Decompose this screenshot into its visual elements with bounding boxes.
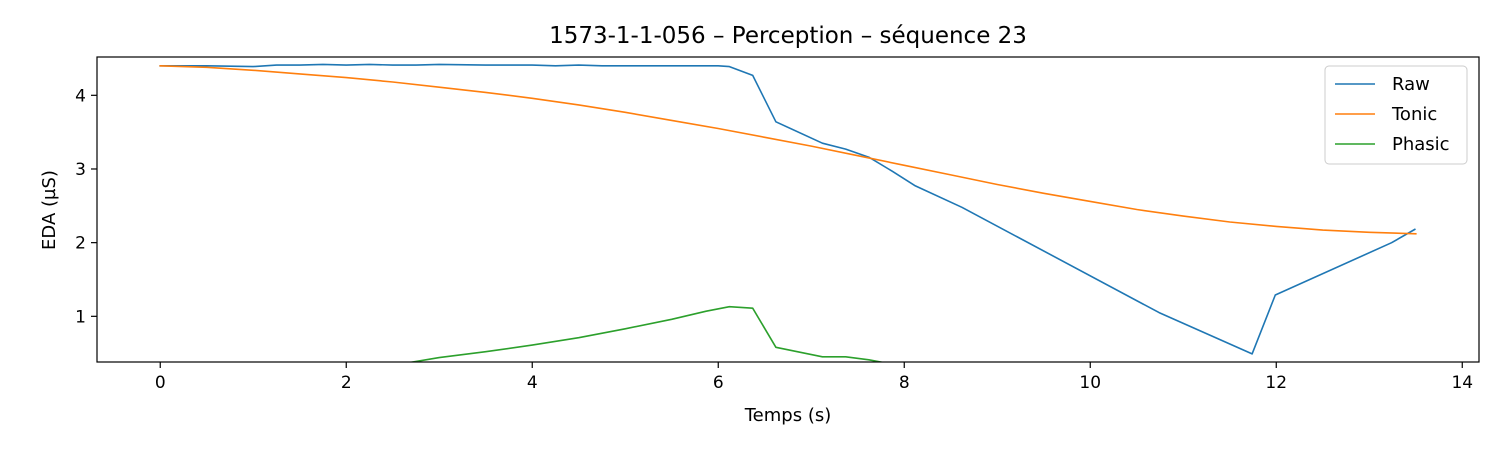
x-tick-label: 4 (527, 373, 538, 393)
x-tick-label: 10 (1079, 373, 1101, 393)
x-tick-label: 0 (155, 373, 166, 393)
y-axis-label: EDA (µS) (39, 170, 60, 250)
series-line-tonic (159, 64, 1417, 235)
y-tick-label: 2 (75, 234, 86, 254)
x-tick-label: 6 (713, 373, 724, 393)
series-line-raw (159, 63, 1416, 355)
legend-label-raw: Raw (1392, 74, 1430, 95)
x-axis-label: Temps (s) (744, 405, 832, 426)
y-tick-label: 3 (75, 160, 86, 180)
legend: Raw Tonic Phasic (1324, 65, 1468, 165)
y-tick-label: 4 (75, 86, 86, 106)
y-axis: 1 2 3 4 (75, 86, 97, 327)
x-axis: 0 2 4 6 8 10 12 14 (155, 362, 1473, 393)
x-tick-label: 12 (1265, 373, 1287, 393)
y-tick-label: 1 (75, 307, 86, 327)
series-line-phasic (408, 305, 885, 362)
series-layer (159, 63, 1417, 362)
legend-box (1324, 65, 1468, 165)
legend-label-phasic: Phasic (1392, 134, 1450, 155)
x-tick-label: 2 (341, 373, 352, 393)
x-tick-label: 14 (1451, 373, 1473, 393)
x-tick-label: 8 (899, 373, 910, 393)
legend-label-tonic: Tonic (1391, 104, 1437, 125)
plot-frame (96, 56, 1480, 363)
chart-title: 1573-1-1-056 – Perception – séquence 23 (549, 23, 1027, 49)
